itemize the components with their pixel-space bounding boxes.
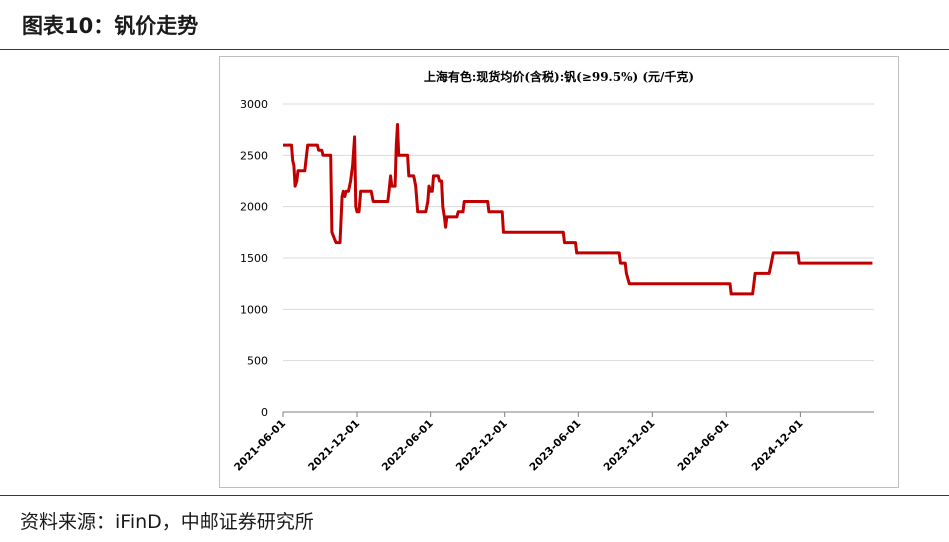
chart-series	[283, 123, 873, 296]
x-tick-label: 2021-12-01	[306, 418, 362, 474]
source-note: 资料来源：iFinD，中邮证券研究所	[20, 511, 314, 533]
x-tick-label: 2024-06-01	[675, 418, 731, 474]
x-tick-label: 2021-06-01	[232, 418, 288, 474]
y-axis: 0 500 1000 1500 2000 2500 3000	[240, 98, 268, 419]
x-axis: 2021-06-01 2021-12-01 2022-06-01 2022-12-01…	[232, 411, 874, 474]
y-tick-label: 1000	[240, 303, 268, 316]
price-line	[283, 123, 873, 296]
y-tick-label: 2500	[240, 149, 268, 162]
y-tick-label: 500	[247, 355, 268, 368]
chart-gridlines	[283, 103, 874, 362]
bottom-divider	[0, 495, 949, 496]
top-divider	[0, 49, 949, 50]
y-tick-label: 2000	[240, 201, 268, 214]
chart-title: 上海有色:现货均价(含税):钒(≥99.5%) (元/千克)	[424, 69, 694, 84]
x-tick-label: 2023-06-01	[527, 418, 583, 474]
y-tick-label: 0	[261, 406, 268, 419]
figure-title: 图表10：钒价走势	[22, 14, 199, 38]
y-tick-label: 1500	[240, 252, 268, 265]
chart-frame	[219, 56, 899, 488]
x-tick-label: 2022-12-01	[454, 418, 510, 474]
x-tick-label: 2022-06-01	[380, 418, 436, 474]
x-tick-label: 2024-12-01	[750, 418, 806, 474]
y-tick-label: 3000	[240, 98, 268, 111]
x-tick-label: 2023-12-01	[601, 418, 657, 474]
vanadium-price-chart: 上海有色:现货均价(含税):钒(≥99.5%) (元/千克) 0 500 1000 1…	[232, 69, 874, 474]
